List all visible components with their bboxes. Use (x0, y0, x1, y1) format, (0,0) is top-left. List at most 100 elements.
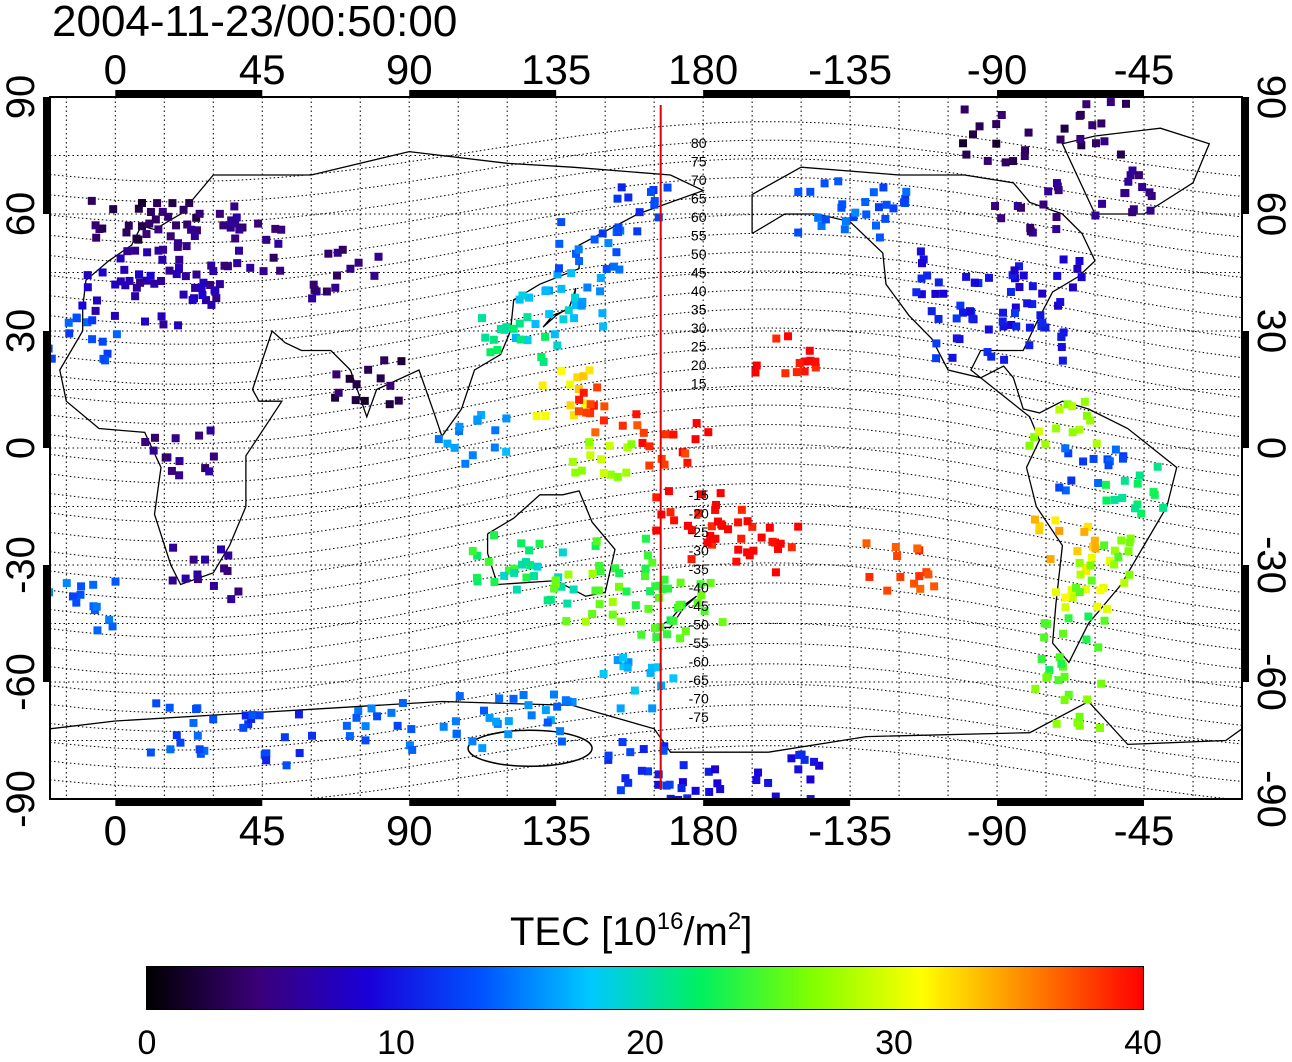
tec-cell (687, 555, 696, 564)
tec-cell (992, 139, 1001, 148)
tec-cell (1052, 225, 1061, 234)
tec-cell (1094, 478, 1103, 487)
tec-cell (478, 314, 487, 323)
colorbar-title-prefix: TEC [10 (510, 910, 657, 954)
tec-cell (154, 246, 163, 255)
tec-cell (622, 468, 631, 477)
tec-cell (77, 582, 86, 591)
tec-cell (608, 610, 617, 619)
tec-cell (992, 120, 1001, 129)
tec-cell (231, 234, 240, 243)
tec-cell (794, 522, 803, 531)
tec-cell (596, 274, 605, 283)
tec-cell (651, 624, 660, 633)
tec-cell (1091, 211, 1100, 220)
tec-cell (1024, 128, 1033, 137)
tec-cell (539, 357, 548, 366)
tec-cell (154, 225, 163, 234)
tec-cell (643, 551, 652, 560)
tec-cell (1125, 538, 1134, 547)
tec-cell (168, 576, 177, 585)
tec-cell (593, 383, 602, 392)
tec-cell (131, 292, 140, 301)
tec-cell (663, 183, 672, 192)
colorbar-title-exponent: 16 (656, 908, 684, 935)
tec-cell (578, 297, 587, 306)
tec-cell (1101, 480, 1110, 489)
tec-cell (393, 721, 402, 730)
tec-cell (308, 731, 317, 740)
tec-cell (595, 561, 604, 570)
tec-cell (502, 323, 511, 332)
tec-cell (965, 307, 974, 316)
tec-cell (1067, 586, 1076, 595)
tec-cell (352, 713, 361, 722)
tec-cell (962, 272, 971, 281)
tec-cell (1082, 100, 1091, 109)
tec-cell (568, 698, 577, 707)
tec-cell (669, 674, 678, 683)
lat-tick-label-left: 90 (0, 75, 43, 120)
tec-cell (1030, 433, 1039, 442)
tec-cell (517, 539, 526, 548)
tec-cell (683, 521, 692, 530)
tec-cell (1057, 332, 1066, 341)
tec-cell (529, 572, 538, 581)
tec-cell (664, 487, 673, 496)
lat-tick-label-right: -90 (1249, 770, 1292, 828)
tec-cell (173, 242, 182, 251)
tec-cell (916, 584, 925, 593)
tec-cell (490, 443, 499, 452)
tec-cell (564, 570, 573, 579)
tec-cell (136, 278, 145, 287)
tec-cell (223, 566, 232, 575)
tec-cell (960, 105, 969, 114)
lon-tick-label-bottom: 0 (104, 807, 127, 854)
tec-cell (1124, 547, 1133, 556)
tec-cell (322, 287, 331, 296)
tec-cell (882, 200, 891, 209)
tec-cell (502, 447, 511, 456)
tec-cell (1001, 158, 1010, 167)
magnetic-latitude-label: -45 (689, 598, 709, 614)
tec-cell (969, 130, 978, 139)
tec-cell (792, 368, 801, 377)
tec-cell (664, 584, 673, 593)
tec-cell (718, 618, 727, 627)
tec-cell (975, 122, 984, 131)
tec-cell (543, 718, 552, 727)
tec-cell (1028, 282, 1037, 291)
tec-cell (705, 787, 714, 796)
tec-cell (521, 558, 530, 567)
lon-tick-label-bottom: 45 (239, 807, 286, 854)
tec-cell (159, 320, 168, 329)
tec-cell (1054, 676, 1063, 685)
tec-cell (338, 245, 347, 254)
tec-cell (896, 572, 905, 581)
tec-cell (934, 314, 943, 323)
magnetic-latitude-label: 70 (691, 172, 707, 188)
tec-cell (566, 401, 575, 410)
tec-cell (346, 264, 355, 273)
lon-tick-label-top: -45 (1114, 46, 1175, 93)
magnetic-latitude-label: 35 (691, 302, 707, 318)
tec-cell (1087, 553, 1096, 562)
tec-cell (659, 746, 668, 755)
tec-cell (1075, 712, 1084, 721)
tec-cell (633, 227, 642, 236)
tec-cell (1061, 593, 1070, 602)
tec-cell (351, 396, 360, 405)
tec-cell (405, 741, 414, 750)
tec-cell (549, 690, 558, 699)
tec-cell (752, 776, 761, 785)
tec-cell (639, 745, 648, 754)
tec-cell (190, 232, 199, 241)
tec-cell (581, 399, 590, 408)
tec-cell (397, 357, 406, 366)
tec-cell (983, 156, 992, 165)
tec-cell (615, 265, 624, 274)
tec-cell (134, 204, 143, 213)
tec-cell (512, 585, 521, 594)
tec-cell (1055, 483, 1064, 492)
tec-cell (930, 582, 939, 591)
